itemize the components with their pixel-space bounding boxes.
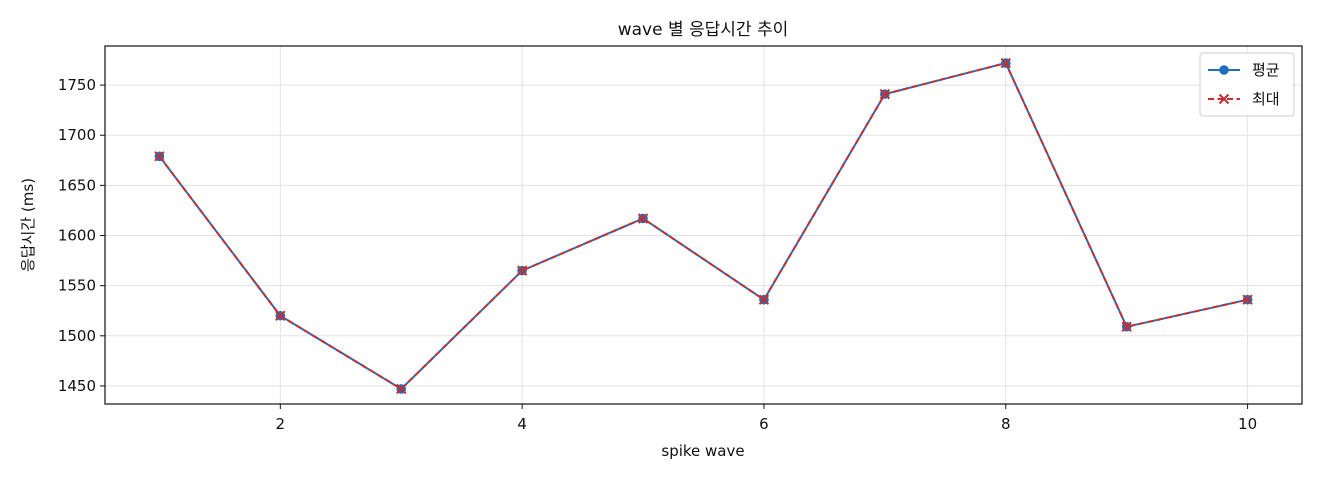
x-tick-label: 2 [276,415,286,433]
chart-title: wave 별 응답시간 추이 [618,20,789,40]
data-point-max [879,88,891,100]
grid-lines [105,46,1302,404]
x-tick-label: 10 [1238,415,1257,433]
x-axis-label: spike wave [661,442,744,460]
data-point-max [275,310,286,321]
axis-ticks: 2 4 6 8 10 1450 1500 1550 1600 1650 1700 1750 [58,76,1257,433]
y-tick-label: 1500 [58,327,96,345]
plot-area-frame [104,45,1303,405]
series-layer [154,57,1253,395]
x-tick-label: 4 [517,415,527,433]
series-line-max [158,62,1248,390]
legend-label-mean: 평균 [1252,61,1280,79]
data-point-max [154,151,165,162]
data-point-max [1000,57,1011,69]
y-tick-label: 1450 [58,377,96,395]
legend-label-max: 최대 [1252,90,1280,108]
data-point-max [637,213,649,224]
x-tick-label: 8 [1001,415,1011,433]
data-point-max [516,265,528,276]
legend-marker-max [1218,93,1230,105]
y-tick-label: 1650 [58,176,96,194]
legend-frame [1199,52,1295,117]
legend-marker-mean [1219,65,1229,75]
series-line-mean [158,62,1248,390]
data-point-max [758,294,770,305]
y-tick-label: 1700 [58,126,96,144]
data-point-max [1121,321,1132,332]
y-tick-label: 1600 [58,227,96,245]
legend: 평균 최대 [1199,52,1295,117]
data-point-max [1242,294,1253,305]
y-tick-label: 1550 [58,277,96,295]
y-tick-label: 1750 [58,76,96,94]
data-point-max [396,383,407,395]
x-tick-label: 6 [759,415,769,433]
y-axis-label: 응답시간 (ms) [19,178,37,272]
